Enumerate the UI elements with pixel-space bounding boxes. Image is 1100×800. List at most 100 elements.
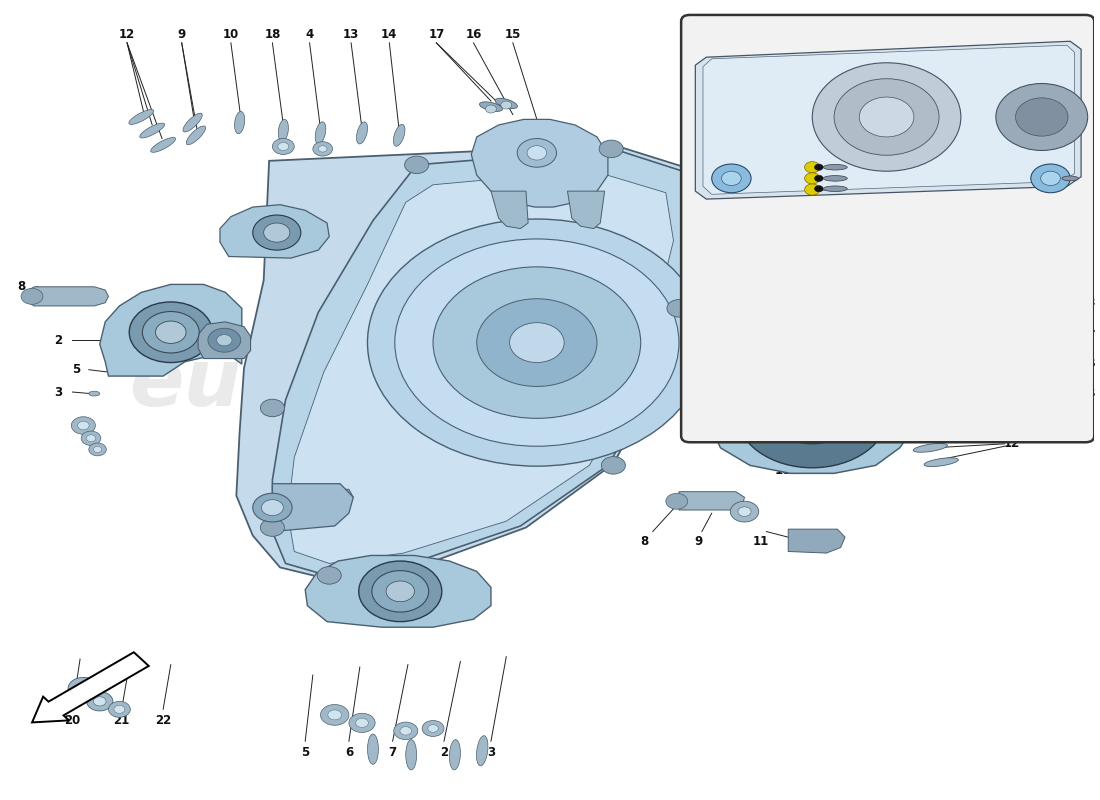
Polygon shape — [236, 145, 701, 579]
Text: 24: 24 — [684, 418, 699, 427]
Ellipse shape — [129, 110, 154, 125]
Text: 10: 10 — [223, 28, 239, 42]
Ellipse shape — [186, 126, 206, 145]
Circle shape — [261, 518, 285, 536]
Text: 2: 2 — [54, 334, 63, 346]
Text: eurospares: eurospares — [130, 345, 638, 423]
Circle shape — [261, 399, 285, 417]
Polygon shape — [305, 555, 491, 627]
Circle shape — [21, 288, 43, 304]
Circle shape — [328, 710, 341, 720]
Polygon shape — [220, 205, 329, 258]
Circle shape — [814, 164, 823, 170]
Ellipse shape — [495, 98, 517, 109]
Text: 23: 23 — [1081, 298, 1096, 308]
Circle shape — [517, 138, 557, 167]
Text: 6: 6 — [344, 746, 353, 759]
Polygon shape — [273, 484, 353, 531]
Circle shape — [394, 722, 418, 740]
Circle shape — [262, 500, 284, 515]
Circle shape — [94, 446, 102, 453]
Circle shape — [996, 83, 1088, 150]
Circle shape — [372, 570, 429, 612]
Circle shape — [264, 223, 290, 242]
Circle shape — [87, 692, 113, 711]
Circle shape — [86, 435, 96, 442]
Circle shape — [738, 507, 751, 516]
Text: 12: 12 — [119, 28, 135, 42]
Text: 23: 23 — [684, 298, 699, 308]
Text: Vale per USA, CDN, USA Light: Vale per USA, CDN, USA Light — [800, 394, 974, 403]
Polygon shape — [695, 42, 1081, 199]
Circle shape — [422, 721, 444, 737]
Polygon shape — [703, 46, 1075, 194]
Text: 13: 13 — [343, 28, 360, 42]
Circle shape — [859, 97, 914, 137]
Text: 4: 4 — [820, 464, 827, 477]
Circle shape — [367, 219, 706, 466]
Ellipse shape — [367, 734, 378, 764]
Circle shape — [712, 164, 751, 193]
Circle shape — [1031, 164, 1070, 193]
Circle shape — [485, 105, 496, 113]
Circle shape — [312, 142, 332, 156]
Text: 9: 9 — [177, 28, 186, 42]
Polygon shape — [679, 492, 745, 510]
Circle shape — [114, 706, 125, 714]
Polygon shape — [198, 322, 251, 358]
Circle shape — [789, 394, 836, 430]
Text: 20: 20 — [64, 714, 80, 727]
Circle shape — [278, 142, 289, 150]
Circle shape — [349, 714, 375, 733]
Circle shape — [142, 311, 199, 353]
Ellipse shape — [913, 443, 947, 452]
Circle shape — [804, 184, 820, 195]
Ellipse shape — [902, 429, 936, 438]
Text: 25: 25 — [684, 389, 699, 398]
Text: 17: 17 — [428, 28, 444, 42]
Circle shape — [359, 561, 442, 622]
Ellipse shape — [823, 175, 847, 181]
FancyArrow shape — [32, 652, 148, 722]
Polygon shape — [288, 170, 673, 563]
Text: 18: 18 — [774, 464, 791, 477]
Text: 8: 8 — [640, 535, 648, 549]
Circle shape — [208, 328, 241, 352]
Text: 9: 9 — [694, 535, 703, 549]
Ellipse shape — [234, 111, 244, 134]
Text: 27: 27 — [684, 330, 699, 340]
Ellipse shape — [151, 138, 176, 152]
Circle shape — [386, 581, 415, 602]
Polygon shape — [29, 286, 109, 306]
Ellipse shape — [278, 119, 288, 142]
Text: 1: 1 — [653, 196, 661, 209]
Polygon shape — [789, 529, 845, 553]
Circle shape — [433, 267, 640, 418]
Circle shape — [395, 239, 679, 446]
Circle shape — [812, 62, 961, 171]
FancyBboxPatch shape — [681, 15, 1094, 442]
Text: 15: 15 — [505, 28, 521, 42]
Circle shape — [72, 417, 96, 434]
Ellipse shape — [356, 122, 367, 144]
Text: 14: 14 — [382, 28, 397, 42]
Ellipse shape — [1062, 176, 1078, 181]
Text: 5: 5 — [301, 746, 309, 759]
Circle shape — [217, 334, 232, 346]
Polygon shape — [568, 191, 605, 229]
Circle shape — [814, 186, 823, 192]
Circle shape — [722, 171, 741, 186]
Ellipse shape — [406, 740, 417, 770]
Polygon shape — [307, 490, 353, 506]
Text: 25: 25 — [1081, 389, 1096, 398]
Circle shape — [1041, 171, 1060, 186]
Circle shape — [814, 175, 823, 182]
Circle shape — [81, 431, 101, 446]
Circle shape — [834, 78, 939, 155]
Circle shape — [318, 146, 327, 152]
Text: 16: 16 — [465, 28, 482, 42]
Text: 26: 26 — [684, 359, 699, 369]
Text: 3: 3 — [54, 386, 63, 398]
Polygon shape — [712, 348, 914, 474]
Circle shape — [253, 494, 293, 522]
